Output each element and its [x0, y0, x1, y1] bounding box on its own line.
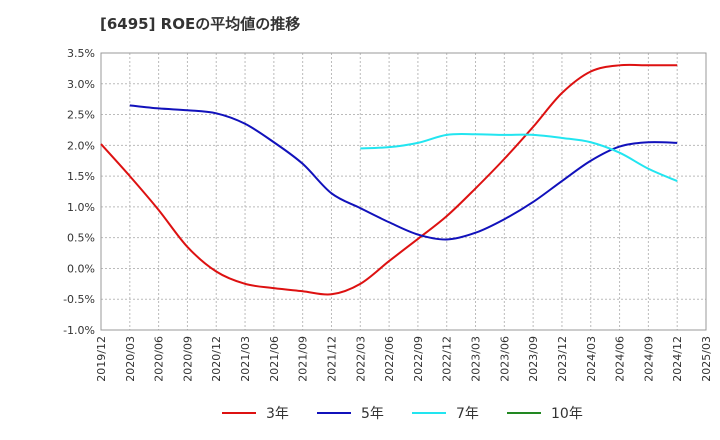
x-tick-label: 2024/06: [614, 336, 627, 382]
series-line-3年: [100, 63, 678, 296]
series-line-7年: [360, 133, 678, 182]
grid-lines: [100, 52, 707, 331]
x-tick-label: 2021/03: [239, 336, 252, 382]
x-tick-label: 2023/03: [470, 336, 483, 382]
x-tick-label: 2024/09: [642, 336, 655, 382]
x-tick-label: 2020/09: [181, 336, 194, 382]
y-tick-label: -1.0%: [63, 324, 95, 337]
x-tick-label: 2020/06: [153, 336, 166, 382]
y-tick-label: 1.0%: [67, 201, 95, 214]
x-axis-ticks: 2019/12 2020/03 2020/06 2020/09 2020/12 2021/…: [95, 336, 713, 382]
x-tick-label: 2022/09: [412, 336, 425, 382]
y-axis-ticks: 3.5% 3.0% 2.5% 2.0% 1.5% 1.0% 0.5% 0.0% -0.5% -1.…: [63, 47, 95, 337]
x-tick-label: 2023/06: [498, 336, 511, 382]
plot-border: [100, 52, 707, 331]
x-tick-label: 2021/12: [325, 336, 338, 382]
x-tick-label: 2020/03: [124, 336, 137, 382]
x-tick-label: 2019/12: [95, 336, 108, 382]
y-tick-label: -0.5%: [63, 293, 95, 306]
legend: 3年 5年 7年 10年: [222, 406, 583, 422]
x-tick-label: 2022/06: [383, 336, 396, 382]
y-tick-label: 2.5%: [67, 109, 95, 122]
series-line-5年: [129, 104, 678, 241]
y-tick-label: 3.5%: [67, 47, 95, 60]
x-tick-label: 2021/09: [297, 336, 310, 382]
legend-label-7年: 7年: [456, 406, 479, 422]
x-tick-label: 2024/12: [671, 336, 684, 382]
x-tick-label: 2022/03: [354, 336, 367, 382]
x-tick-label: 2024/03: [585, 336, 598, 382]
x-tick-label: 2020/12: [210, 336, 223, 382]
x-tick-label: 2025/03: [700, 336, 713, 382]
y-tick-label: 0.0%: [67, 262, 95, 275]
x-tick-label: 2021/06: [268, 336, 281, 382]
legend-label-5年: 5年: [361, 406, 384, 422]
x-tick-label: 2023/09: [527, 336, 540, 382]
chart-title: [6495] ROEの平均値の推移: [100, 15, 301, 33]
series-lines: [100, 63, 678, 296]
x-tick-label: 2022/12: [441, 336, 454, 382]
legend-label-10年: 10年: [551, 406, 583, 422]
y-tick-label: 2.0%: [67, 139, 95, 152]
y-tick-label: 0.5%: [67, 232, 95, 245]
y-tick-label: 3.0%: [67, 78, 95, 91]
x-tick-label: 2023/12: [556, 336, 569, 382]
legend-label-3年: 3年: [266, 406, 289, 422]
y-tick-label: 1.5%: [67, 170, 95, 183]
